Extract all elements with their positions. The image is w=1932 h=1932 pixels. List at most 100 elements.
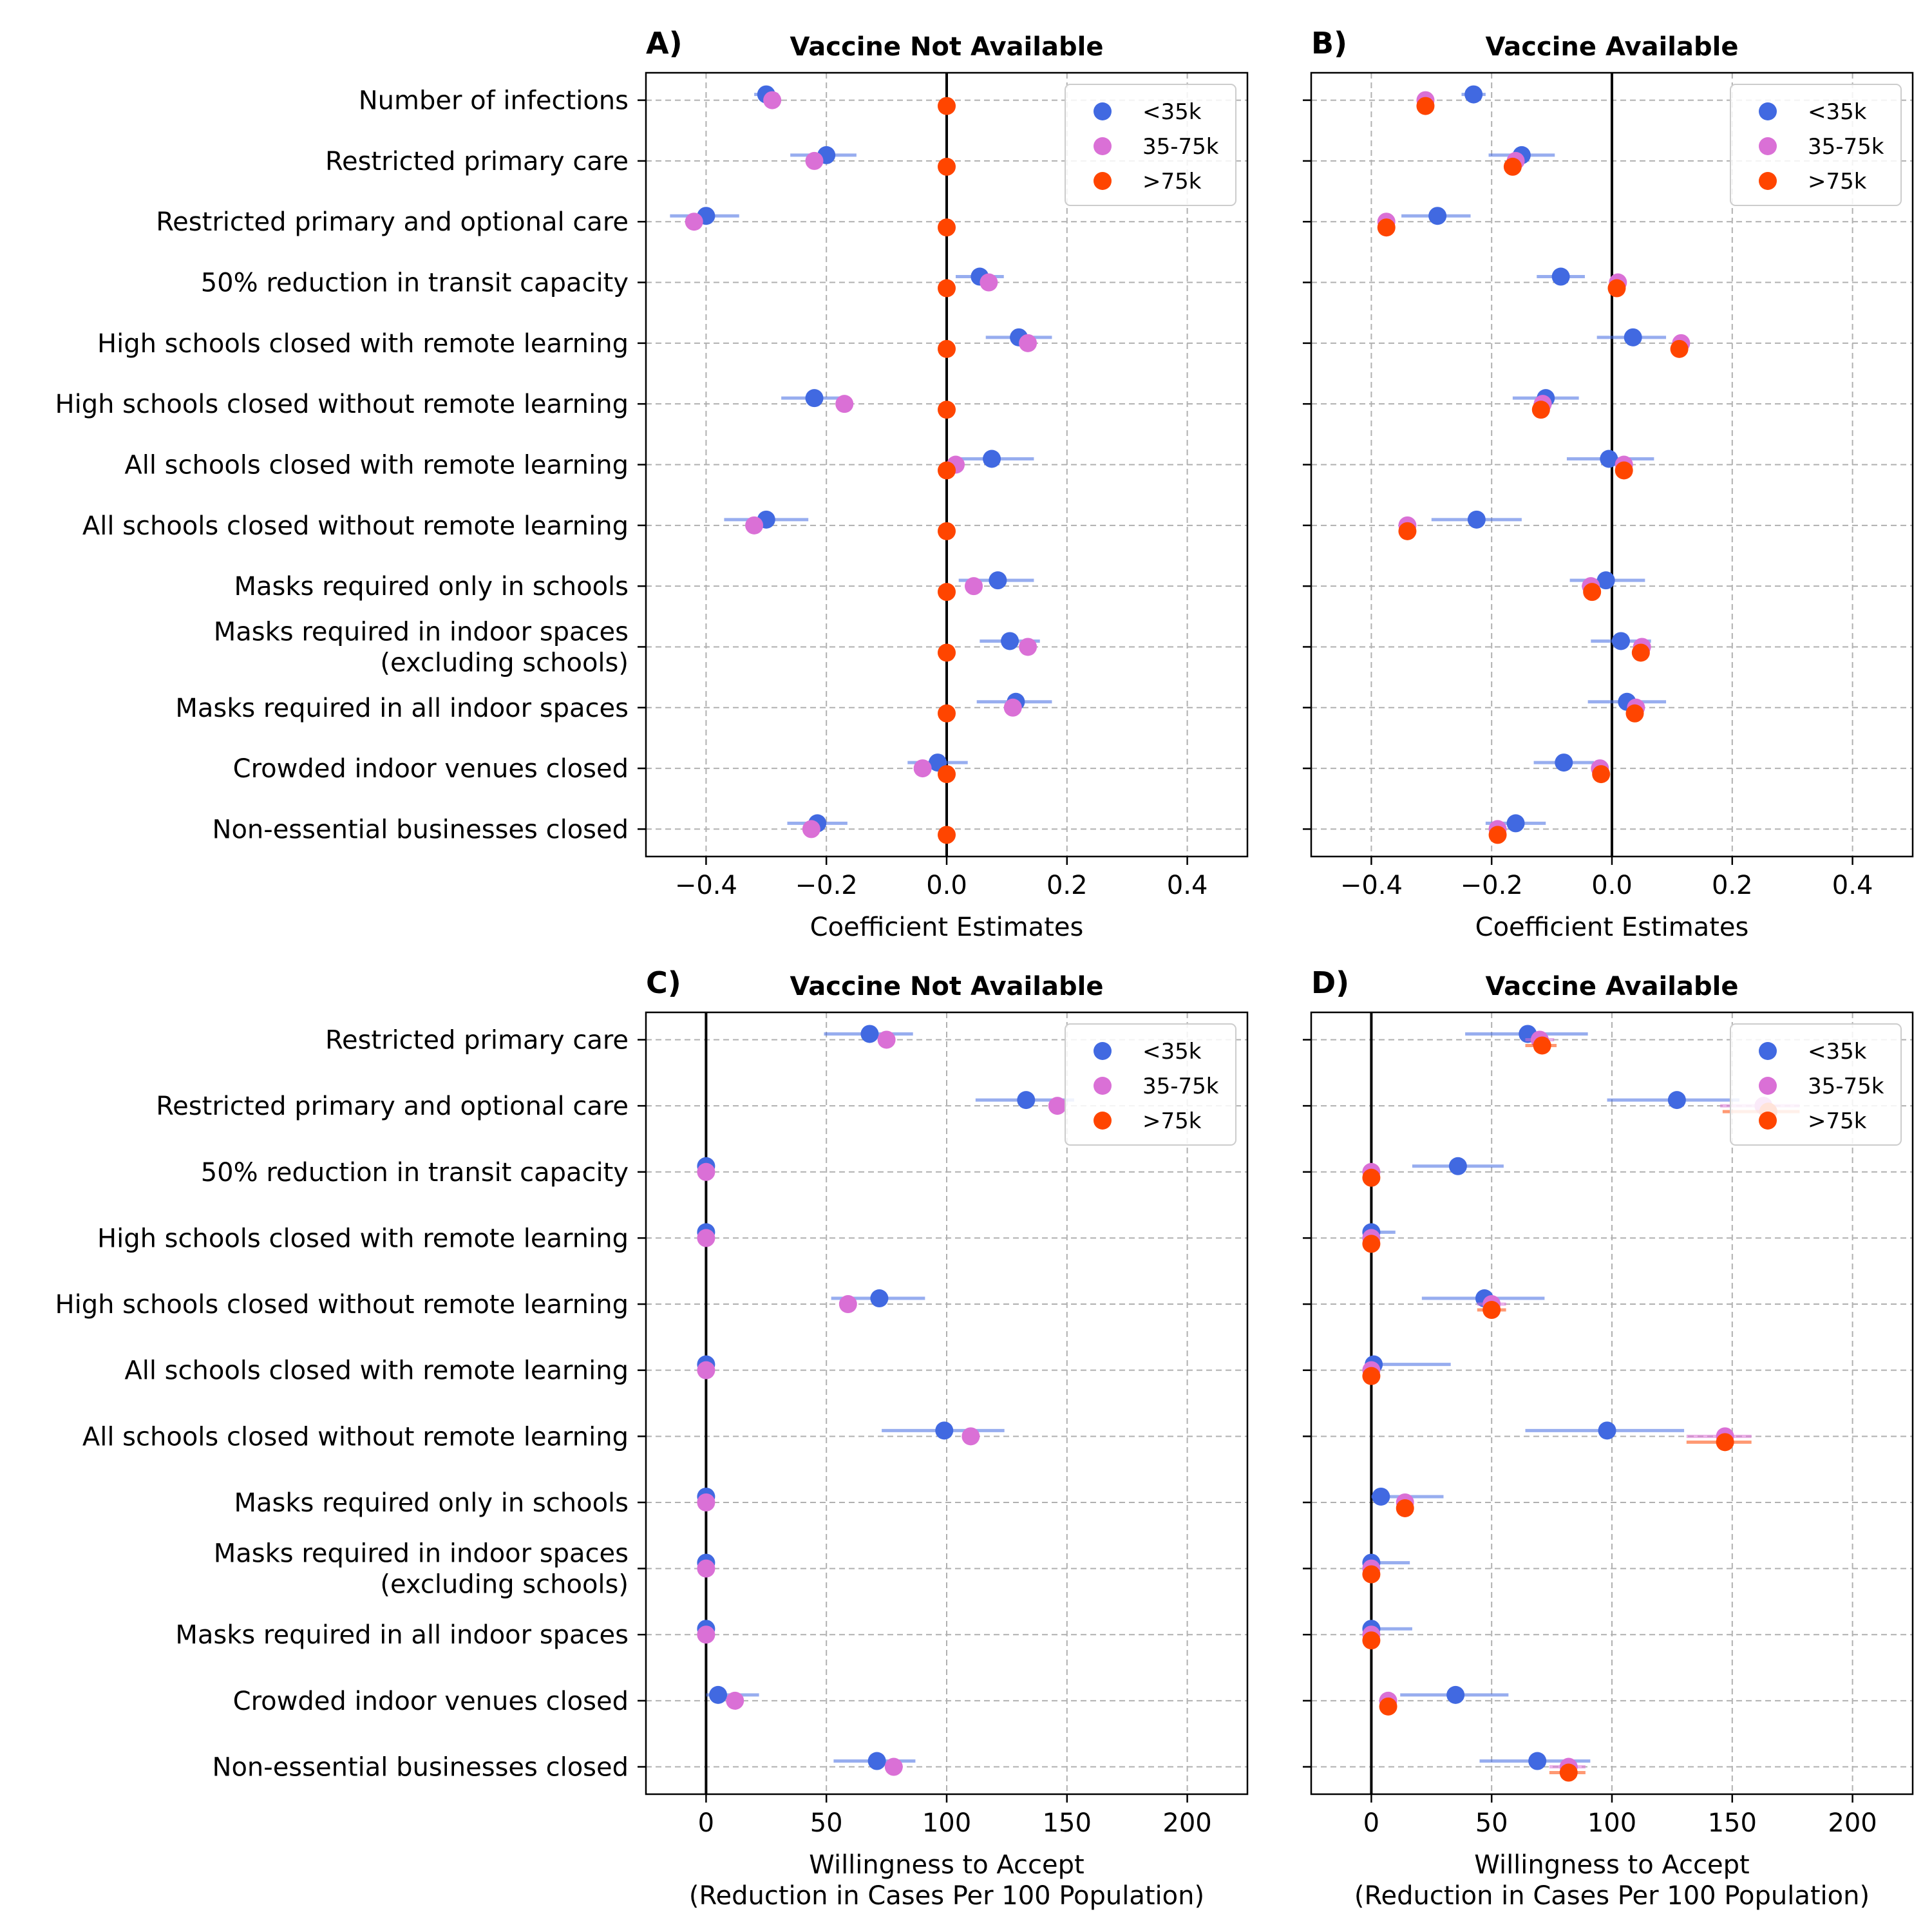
x-tick-label: 100 <box>1587 1808 1636 1838</box>
legend-marker <box>1759 1042 1777 1060</box>
data-point <box>938 279 956 298</box>
legend-label: 35-75k <box>1142 134 1219 160</box>
data-point <box>938 522 956 540</box>
data-point <box>1446 1685 1465 1704</box>
x-tick-label: 0 <box>698 1808 714 1838</box>
data-point <box>1398 522 1417 540</box>
data-point <box>1716 1433 1734 1452</box>
panel-title: Vaccine Available <box>1486 972 1739 1001</box>
data-point <box>1019 334 1037 352</box>
x-tick-label: 0.0 <box>1591 871 1633 900</box>
data-point <box>697 1162 715 1181</box>
panel-title: Vaccine Available <box>1486 32 1739 62</box>
data-point <box>877 1030 896 1049</box>
category-label: Masks required only in schools <box>234 572 629 601</box>
legend-marker <box>1094 1112 1112 1130</box>
data-point <box>1531 401 1550 419</box>
data-point <box>802 820 820 838</box>
panel-title: Vaccine Not Available <box>790 972 1104 1001</box>
data-point <box>697 1493 715 1511</box>
data-point <box>965 577 983 596</box>
x-axis-label: Willingness to Accept <box>809 1850 1084 1880</box>
data-point <box>1372 1487 1390 1506</box>
data-point <box>1607 279 1626 298</box>
x-tick-label: 150 <box>1043 1808 1092 1838</box>
x-tick-label: −0.2 <box>795 871 858 900</box>
data-point <box>1017 1091 1036 1110</box>
data-point <box>1048 1097 1066 1115</box>
data-point <box>1670 339 1689 358</box>
data-point <box>961 1427 980 1446</box>
data-point <box>685 213 703 231</box>
legend-label: 35-75k <box>1142 1074 1219 1099</box>
panel-letter: C) <box>646 965 681 1000</box>
data-point <box>938 826 956 844</box>
x-tick-label: 100 <box>922 1808 971 1838</box>
data-point <box>1596 571 1615 590</box>
category-label: Masks required in all indoor spaces <box>175 1620 629 1650</box>
x-tick-label: 0 <box>1363 1808 1379 1838</box>
data-point <box>938 704 956 723</box>
panel-d: 0 50 100 150 200 Willingness to Accept(Reduct… <box>1303 965 1914 1911</box>
data-point <box>884 1757 903 1776</box>
data-point <box>1559 1763 1578 1782</box>
category-label: Restricted primary and optional care <box>156 1092 629 1121</box>
category-label: All schools closed without remote learni… <box>82 1422 629 1452</box>
legend-marker <box>1759 137 1777 155</box>
legend-label: <35k <box>1808 1039 1867 1065</box>
x-tick-label: −0.2 <box>1461 871 1523 900</box>
x-tick-label: −0.4 <box>675 871 737 900</box>
panel-a: −0.4 −0.2 0.0 0.2 0.4 Number of infections Res… <box>55 26 1249 942</box>
data-point <box>1600 450 1618 468</box>
data-point <box>1377 218 1396 237</box>
data-point <box>1533 1036 1551 1055</box>
data-point <box>1019 638 1037 656</box>
x-tick-label: −0.4 <box>1340 871 1403 900</box>
data-point <box>989 571 1007 590</box>
data-point <box>697 1559 715 1578</box>
data-point <box>1362 1565 1381 1584</box>
category-label: (excluding schools) <box>380 1570 629 1600</box>
data-point <box>1464 85 1483 104</box>
data-point <box>938 157 956 176</box>
category-label: High schools closed without remote learn… <box>55 390 629 419</box>
data-point <box>938 218 956 237</box>
legend-marker <box>1094 137 1112 155</box>
data-point <box>1631 643 1650 662</box>
legend-label: 35-75k <box>1808 134 1884 160</box>
data-point <box>1624 328 1642 346</box>
category-label: Masks required in indoor spaces <box>214 1539 629 1569</box>
legend-marker <box>1094 102 1112 120</box>
legend-label: >75k <box>1808 1108 1867 1134</box>
legend-label: >75k <box>1142 1108 1202 1134</box>
data-point <box>938 765 956 784</box>
category-label: All schools closed with remote learning <box>124 451 629 480</box>
data-point <box>763 91 782 109</box>
category-label: All schools closed without remote learni… <box>82 511 629 541</box>
data-point <box>1467 510 1486 529</box>
data-point <box>935 1421 954 1440</box>
legend-marker <box>1759 1112 1777 1130</box>
data-point <box>1592 765 1611 784</box>
data-point <box>1612 632 1631 650</box>
category-label: Number of infections <box>359 86 629 116</box>
data-point <box>1551 267 1570 286</box>
data-point <box>938 643 956 662</box>
data-point <box>938 339 956 358</box>
data-point <box>1615 461 1633 480</box>
x-axis-label: Willingness to Accept <box>1474 1850 1749 1880</box>
data-point <box>835 395 854 413</box>
data-point <box>938 401 956 419</box>
category-label: Crowded indoor venues closed <box>233 754 629 784</box>
data-point <box>938 583 956 601</box>
data-point <box>1003 698 1022 717</box>
data-point <box>980 273 998 292</box>
category-label: 50% reduction in transit capacity <box>201 269 629 298</box>
data-point <box>1625 704 1644 723</box>
data-point <box>1667 1091 1686 1110</box>
x-axis-label: (Reduction in Cases Per 100 Population) <box>1354 1881 1870 1911</box>
category-label: All schools closed with remote learning <box>124 1356 629 1386</box>
category-label: High schools closed with remote learning <box>97 329 629 359</box>
x-tick-label: 0.0 <box>926 871 967 900</box>
